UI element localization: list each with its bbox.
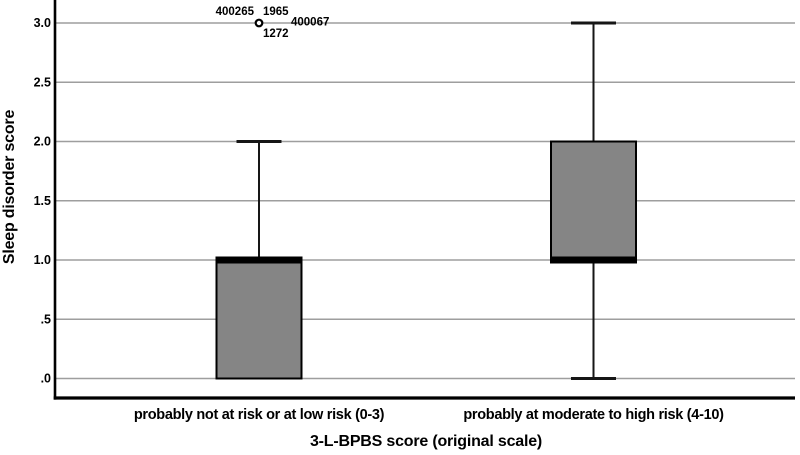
median-line — [550, 256, 637, 264]
x-axis-title: 3-L-BPBS score (original scale) — [310, 433, 542, 450]
y-tick-label: 2.0 — [34, 135, 51, 149]
iqr-box — [550, 140, 637, 261]
y-tick-label: 2.5 — [34, 75, 51, 89]
y-tick-label: .0 — [41, 372, 51, 386]
outlier-point — [254, 18, 264, 28]
median-line — [215, 256, 303, 264]
y-tick-label: 1.5 — [34, 194, 51, 208]
outlier-id-label: 400067 — [291, 17, 329, 29]
y-axis-title: Sleep disorder score — [1, 110, 18, 265]
iqr-box — [215, 259, 303, 380]
outlier-id-label: 1272 — [263, 28, 289, 40]
y-tick-label: 3.0 — [34, 16, 51, 30]
x-category-label: probably at moderate to high risk (4-10) — [463, 407, 724, 423]
outlier-id-label: 1965 — [263, 6, 289, 18]
y-tick-label: .5 — [41, 312, 51, 326]
y-tick-label: 1.0 — [34, 253, 51, 267]
x-category-label: probably not at risk or at low risk (0-3… — [134, 407, 385, 423]
outlier-id-label: 400265 — [216, 6, 255, 18]
